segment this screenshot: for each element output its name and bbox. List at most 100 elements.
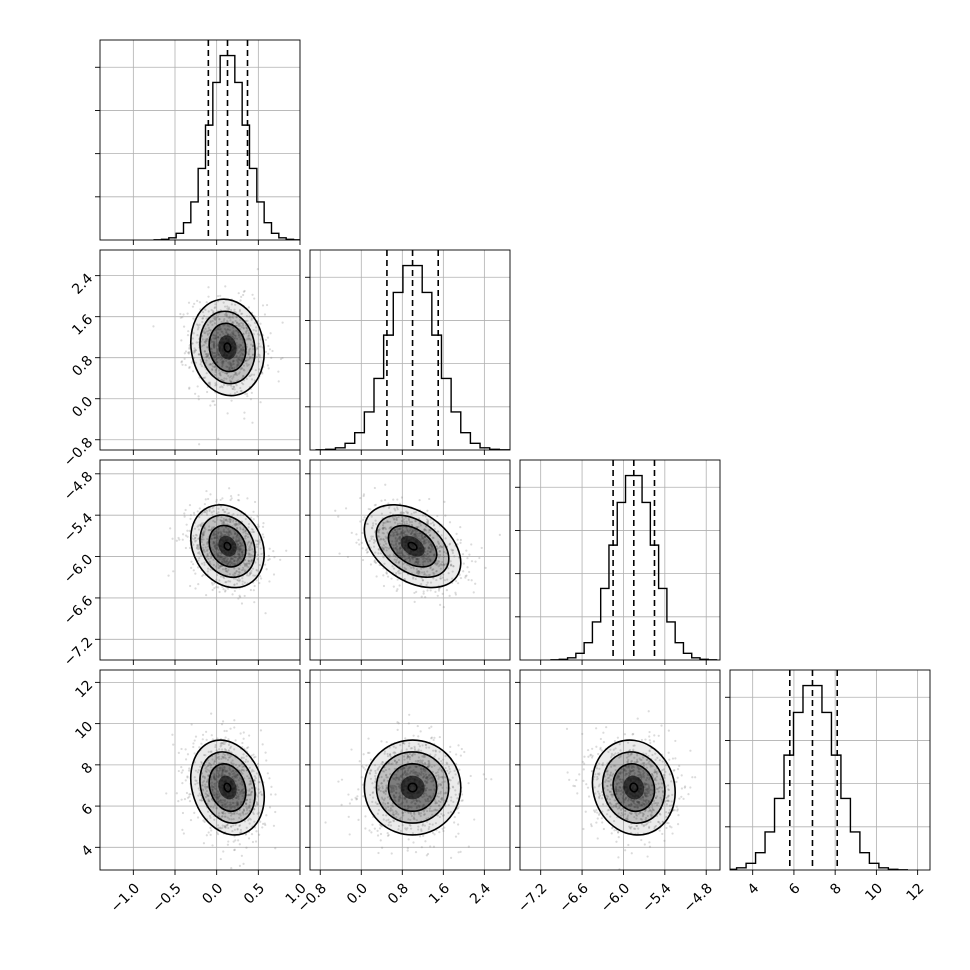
- x-tick-label: 1.6: [426, 880, 453, 907]
- sample-point: [179, 312, 182, 316]
- sample-point: [418, 761, 422, 765]
- sample-point: [219, 565, 222, 568]
- sample-point: [437, 777, 440, 780]
- sample-point: [410, 814, 413, 818]
- sample-point: [373, 504, 376, 507]
- sample-point: [378, 827, 382, 830]
- sample-point: [446, 786, 449, 789]
- sample-point: [213, 545, 217, 548]
- sample-point: [235, 373, 239, 377]
- sample-point: [238, 371, 241, 374]
- sample-point: [216, 543, 219, 547]
- sample-point: [226, 805, 229, 808]
- sample-point: [218, 373, 222, 376]
- sample-point: [239, 528, 242, 531]
- sample-point: [393, 767, 396, 771]
- sample-point: [413, 600, 416, 604]
- sample-point: [408, 560, 411, 563]
- sample-point: [225, 802, 228, 805]
- sample-point: [239, 337, 242, 341]
- sample-point: [231, 336, 235, 339]
- sample-point: [213, 803, 217, 806]
- sample-point: [196, 816, 200, 819]
- sample-point: [234, 532, 237, 536]
- sample-point: [364, 827, 367, 830]
- sample-point: [426, 852, 430, 856]
- sample-point: [235, 784, 239, 788]
- sample-point: [245, 359, 248, 362]
- sample-point: [277, 370, 280, 373]
- sample-point: [232, 385, 235, 388]
- sample-point: [218, 557, 221, 560]
- sample-point: [241, 800, 244, 804]
- sample-point: [470, 560, 474, 563]
- sample-point: [212, 775, 215, 778]
- sample-point: [244, 563, 247, 567]
- sample-point: [217, 796, 220, 799]
- sample-point: [235, 321, 239, 324]
- sample-point: [375, 575, 378, 578]
- sample-point: [194, 348, 197, 352]
- sample-point: [207, 286, 210, 289]
- sample-point: [204, 783, 207, 786]
- sample-point: [356, 795, 359, 798]
- sample-point: [244, 569, 247, 572]
- sample-point: [198, 323, 201, 326]
- sample-point: [382, 528, 385, 531]
- sample-point: [428, 774, 431, 777]
- sample-point: [453, 555, 456, 558]
- sample-point: [431, 547, 434, 550]
- sample-point: [178, 538, 181, 541]
- sample-point: [380, 775, 383, 779]
- sample-point: [379, 832, 383, 836]
- sample-point: [209, 493, 212, 496]
- sample-point: [247, 794, 250, 797]
- sample-point: [433, 553, 436, 557]
- sample-point: [373, 538, 376, 541]
- sample-point: [223, 773, 227, 777]
- sample-point: [459, 541, 462, 544]
- sample-point: [221, 362, 224, 366]
- sample-point: [198, 301, 201, 304]
- sample-point: [373, 560, 376, 563]
- sample-point: [247, 553, 251, 556]
- sample-point: [649, 741, 652, 744]
- sample-point: [239, 343, 242, 347]
- sample-point: [229, 316, 232, 319]
- sample-point: [374, 561, 378, 565]
- sample-point: [395, 533, 399, 537]
- sample-point: [226, 557, 229, 560]
- sample-point: [428, 558, 431, 561]
- sample-point: [232, 812, 235, 815]
- sample-point: [394, 540, 397, 543]
- sample-point: [242, 531, 245, 534]
- sample-point: [255, 803, 258, 806]
- sample-point: [428, 777, 432, 780]
- sample-point: [233, 748, 236, 751]
- sample-point: [392, 811, 395, 814]
- sample-point: [423, 573, 427, 576]
- sample-point: [248, 573, 252, 576]
- sample-point: [430, 796, 433, 799]
- sample-point: [229, 531, 232, 534]
- sample-point: [407, 805, 410, 808]
- sample-point: [354, 796, 357, 800]
- sample-point: [226, 305, 229, 308]
- sample-point: [188, 347, 191, 350]
- sample-point: [255, 772, 258, 775]
- sample-point: [232, 326, 235, 329]
- sample-point: [221, 561, 224, 564]
- sample-point: [421, 537, 424, 540]
- sample-point: [214, 351, 217, 355]
- sample-point: [177, 769, 180, 773]
- x-tick-label: −0.5: [149, 880, 184, 915]
- sample-point: [421, 823, 425, 826]
- sample-point: [630, 852, 633, 855]
- contour-level-1: [199, 514, 256, 579]
- sample-point: [428, 554, 431, 558]
- sample-point: [388, 505, 391, 508]
- sample-point: [421, 555, 424, 558]
- contour-level-2: [387, 524, 438, 568]
- sample-point: [236, 357, 240, 360]
